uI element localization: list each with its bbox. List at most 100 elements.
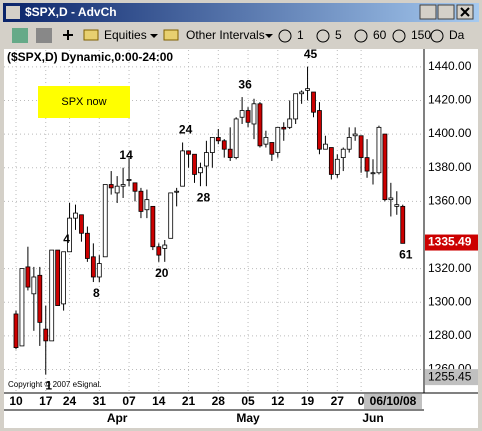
- candle-body: [120, 184, 126, 187]
- cursor-date: 06/10/08: [370, 394, 417, 408]
- app-icon: [6, 6, 20, 19]
- interval-label: 1: [297, 28, 304, 42]
- low-marker-box: [425, 369, 478, 386]
- candle-body: [19, 268, 25, 347]
- candle-body: [67, 217, 72, 253]
- x-tick-label: 31: [93, 394, 107, 408]
- chart-title: ($SPX,D) Dynamic,0:00-24:00: [7, 50, 173, 64]
- candle-body: [43, 328, 49, 342]
- candle-body: [322, 143, 328, 150]
- candle-body: [180, 150, 186, 187]
- x-tick-label: 05: [241, 394, 255, 408]
- close-icon: [460, 7, 470, 17]
- cursor-button[interactable]: [63, 30, 73, 40]
- candle-body: [186, 150, 191, 155]
- candle-body: [85, 232, 90, 259]
- candle-body: [311, 91, 316, 113]
- title-bar: [3, 3, 479, 22]
- bar-count: 61: [399, 248, 413, 262]
- candle-body: [174, 190, 180, 193]
- candle-body: [334, 158, 340, 175]
- candle-body: [364, 157, 370, 172]
- y-tick-label: 1380.00: [428, 160, 472, 174]
- candle-body: [79, 214, 84, 234]
- note-box: [38, 86, 130, 118]
- dropdown-arrow: [265, 34, 273, 38]
- candle-body: [168, 192, 174, 239]
- cursor-date-box: [364, 394, 422, 409]
- candle-body: [25, 266, 31, 288]
- bar-count: 28: [197, 190, 211, 204]
- candle-body: [346, 137, 352, 150]
- interval-button[interactable]: [354, 29, 368, 43]
- candle-body: [90, 256, 96, 278]
- x-tick-label: 14: [152, 394, 166, 408]
- candle-body: [37, 274, 43, 323]
- candle-body: [317, 110, 322, 150]
- candle-body: [198, 167, 203, 174]
- properties-button[interactable]: [36, 28, 52, 43]
- bar-count: 8: [93, 286, 100, 300]
- candle-body: [162, 244, 168, 249]
- y-tick-label: 1440.00: [428, 59, 472, 73]
- candle-body: [352, 133, 358, 137]
- candle-body: [144, 199, 150, 211]
- candle-body: [358, 135, 364, 159]
- x-tick-label: 12: [271, 394, 285, 408]
- low-marker-label: 1255.45: [428, 369, 472, 383]
- candle-body: [49, 249, 55, 342]
- last-price-label: 1335.49: [428, 235, 472, 249]
- copyright: Copyright © 2007 eSignal.: [8, 380, 102, 389]
- candle-body: [192, 153, 197, 175]
- candle-body: [275, 126, 281, 153]
- candle-body: [132, 182, 138, 192]
- bar-count: 24: [179, 123, 193, 137]
- interval-button[interactable]: [316, 29, 330, 43]
- toolbar-group[interactable]: Equities: [104, 28, 147, 42]
- x-tick-label: 17: [39, 394, 53, 408]
- candle-body: [251, 103, 257, 125]
- interval-label: Da: [449, 28, 465, 42]
- x-tick-label: 21: [182, 394, 196, 408]
- bar-count: 20: [155, 266, 169, 280]
- toolbar-group[interactable]: Other Intervals: [186, 28, 265, 42]
- interval-button[interactable]: [430, 29, 444, 43]
- candle-body: [114, 185, 120, 194]
- candle-body: [287, 118, 293, 128]
- bar-count: 1: [45, 379, 52, 393]
- candle-body: [55, 249, 61, 306]
- x-tick-label: 10: [9, 394, 23, 408]
- candle-body: [382, 133, 388, 201]
- x-tick-label: 07: [122, 394, 136, 408]
- candle-body: [394, 204, 400, 207]
- y-tick-label: 1420.00: [428, 93, 472, 107]
- month-label: Apr: [107, 411, 128, 425]
- candle-body: [102, 184, 108, 258]
- minimize-button[interactable]: [419, 4, 437, 20]
- candle-body: [257, 103, 263, 147]
- link-button[interactable]: [12, 28, 28, 43]
- interval-button[interactable]: [278, 29, 292, 43]
- candle-body: [203, 152, 209, 167]
- x-tick-label: 27: [331, 394, 345, 408]
- candle-body: [340, 148, 346, 159]
- month-label: Jun: [362, 411, 383, 425]
- dropdown-arrow: [150, 34, 158, 38]
- candle-body: [269, 142, 275, 155]
- month-label: May: [236, 411, 260, 425]
- price-axis: [424, 49, 478, 393]
- candle-body: [126, 179, 132, 181]
- candle-body: [376, 126, 382, 174]
- interval-label: 60: [373, 28, 387, 42]
- interval-button[interactable]: [392, 29, 406, 43]
- candle-body: [31, 276, 37, 295]
- y-tick-label: 1360.00: [428, 193, 472, 207]
- candle-body: [96, 263, 102, 278]
- bar-count: 45: [304, 47, 318, 61]
- candle-body: [370, 172, 376, 175]
- folder-icon: [163, 29, 179, 41]
- candle-body: [215, 137, 221, 142]
- candle-body: [61, 251, 66, 305]
- maximize-button[interactable]: [437, 4, 455, 20]
